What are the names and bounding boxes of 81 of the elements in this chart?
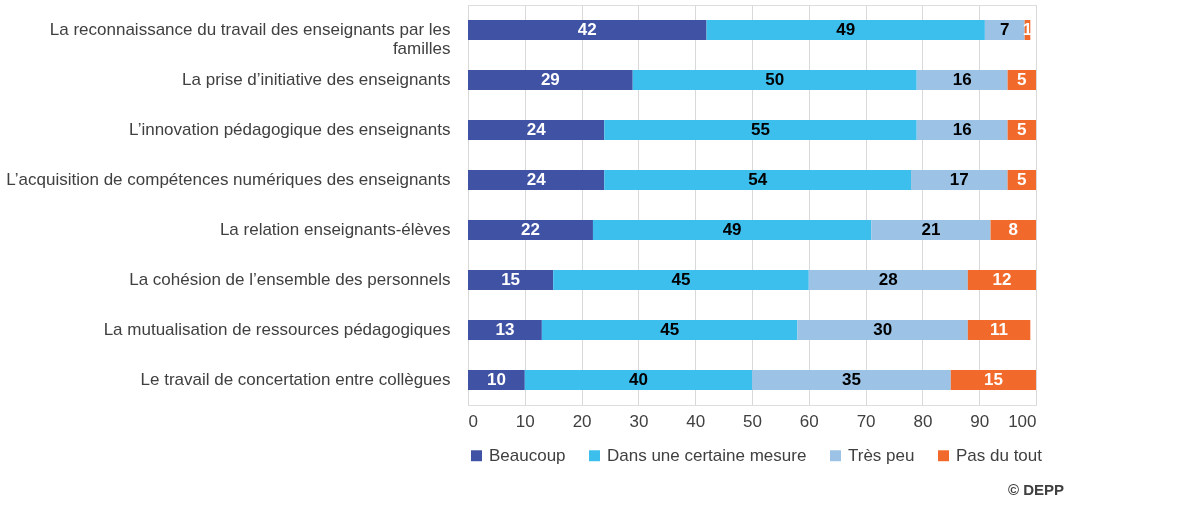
data-label: 12 — [992, 270, 1012, 289]
bar — [808, 270, 968, 290]
data-label: 40 — [628, 370, 648, 389]
bar — [967, 270, 1036, 290]
data-label: 45 — [671, 270, 691, 289]
bar — [553, 270, 809, 290]
bar — [468, 20, 707, 40]
bar — [468, 320, 542, 340]
bar — [468, 70, 633, 90]
bar — [871, 220, 991, 240]
data-label: 29 — [540, 70, 560, 89]
x-tick-label: 10 — [515, 411, 535, 431]
bar — [541, 320, 798, 340]
legend-label: Très peu — [848, 445, 915, 465]
bar — [604, 170, 912, 190]
data-label: 55 — [751, 120, 770, 139]
bar — [752, 370, 951, 390]
text: © DEPP — [1007, 481, 1064, 498]
y-tick-label: L’innovation pédagogique des enseignants — [129, 120, 451, 139]
data-label: 7 — [1000, 20, 1010, 39]
x-tick-label: 80 — [913, 411, 933, 431]
x-tick-label: 30 — [629, 411, 649, 431]
data-label: 24 — [526, 170, 547, 189]
data-label: 49 — [722, 220, 742, 239]
data-label: 45 — [660, 320, 680, 339]
data-label: 16 — [952, 120, 972, 139]
bar — [592, 220, 872, 240]
data-label: 15 — [501, 270, 521, 289]
x-tick-label: 50 — [743, 411, 762, 431]
data-label: 22 — [521, 220, 540, 239]
data-label: 21 — [921, 220, 941, 239]
x-tick-label: 70 — [856, 411, 876, 431]
data-label: 5 — [1017, 70, 1027, 89]
data-label: 54 — [748, 170, 768, 189]
bar — [468, 120, 605, 140]
y-tick-label: Le travail de concertation entre collègues — [140, 370, 451, 389]
bar — [468, 170, 605, 190]
data-label: 16 — [952, 70, 972, 89]
data-label: 49 — [836, 20, 856, 39]
y-tick-label: La prise d’initiative des enseignants — [182, 70, 451, 89]
bar — [967, 320, 1031, 340]
data-label: 42 — [577, 20, 597, 39]
data-label: 8 — [1008, 220, 1019, 239]
data-label: 17 — [949, 170, 969, 189]
y-tick-label: La reconnaissance du travail des enseignants par les familles — [49, 20, 451, 58]
data-label: 15 — [983, 370, 1003, 389]
x-tick-label: 60 — [799, 411, 819, 431]
data-label: 10 — [486, 370, 506, 389]
bar — [632, 70, 917, 90]
x-tick-label: 100 — [1008, 411, 1037, 431]
bar — [604, 120, 917, 140]
data-label: 13 — [495, 320, 515, 339]
data-label: 28 — [878, 270, 898, 289]
x-tick-label: 40 — [686, 411, 706, 431]
bar — [950, 370, 1036, 390]
bar — [797, 320, 968, 340]
x-tick-label: 20 — [572, 411, 592, 431]
data-label: 5 — [1017, 120, 1027, 139]
y-tick-label: La relation enseignants-élèves — [219, 220, 451, 239]
legend-label: Dans une certaine mesure — [607, 445, 807, 465]
bar — [468, 220, 593, 240]
data-label: 5 — [1017, 170, 1027, 189]
y-tick-label: La cohésion de l’ensemble des personnels — [129, 270, 451, 289]
bar — [916, 120, 1008, 140]
bar — [916, 70, 1008, 90]
data-label: 24 — [526, 120, 547, 139]
y-tick-label: La mutualisation de ressources pédagogiques — [103, 320, 451, 339]
bar — [984, 20, 1025, 40]
legend-label: Pas du tout — [956, 445, 1043, 465]
legend-label: Beaucoup — [489, 445, 566, 465]
x-tick-label: 90 — [970, 411, 990, 431]
bar — [911, 170, 1008, 190]
bar — [524, 370, 752, 390]
data-label: 11 — [990, 320, 1009, 339]
data-label: 35 — [841, 370, 861, 389]
data-label: 50 — [765, 70, 785, 89]
bar — [468, 270, 554, 290]
x-tick-label: 0 — [468, 411, 478, 431]
bar — [706, 20, 985, 40]
y-tick-label: L’acquisition de compétences numériques des enseignants — [6, 170, 451, 189]
data-label: 30 — [873, 320, 893, 339]
